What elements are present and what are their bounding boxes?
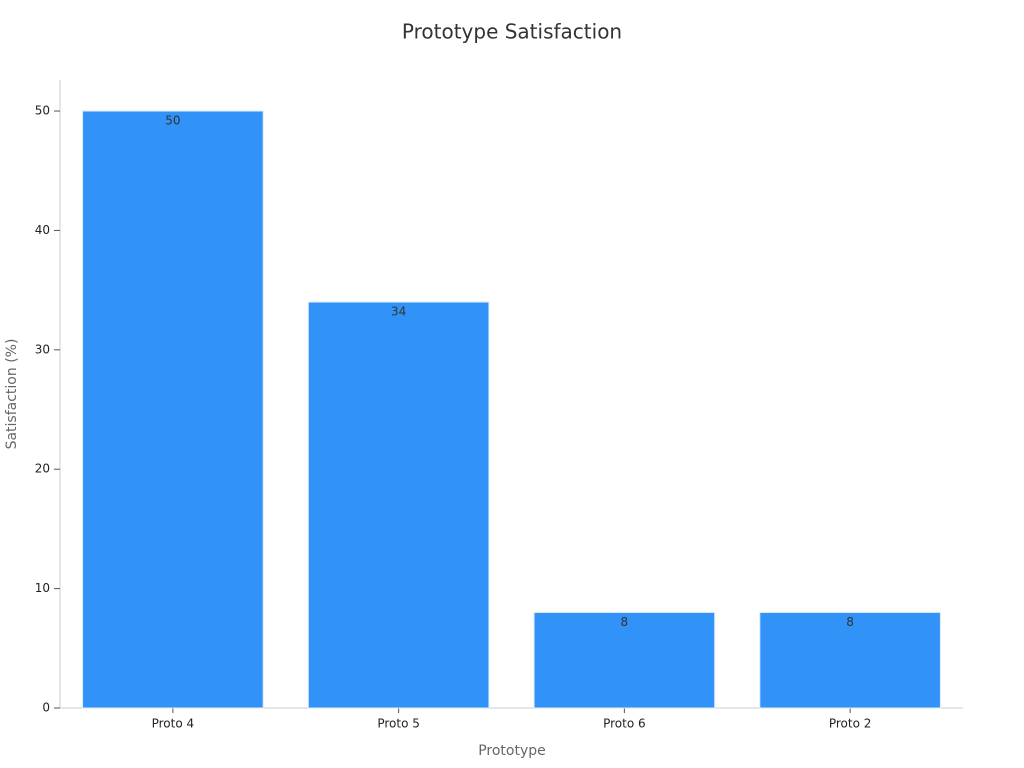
bar (533, 611, 716, 709)
x-tick-label: Proto 2 (829, 717, 872, 731)
y-tick-label: 10 (35, 581, 50, 595)
x-tick-label: Proto 4 (152, 717, 195, 731)
y-tick-label: 0 (42, 701, 50, 715)
bar (82, 110, 264, 709)
x-tick-label: Proto 6 (603, 717, 646, 731)
bar (759, 611, 941, 709)
y-tick-label: 30 (35, 342, 50, 356)
y-tick-label: 20 (35, 462, 50, 476)
chart-title: Prototype Satisfaction (402, 20, 622, 44)
y-tick-label: 40 (35, 223, 50, 237)
value-label: 50 (165, 114, 180, 128)
value-label: 34 (391, 305, 406, 319)
x-axis-label: Prototype (478, 743, 546, 759)
value-label: 8 (846, 615, 854, 629)
bar (307, 301, 490, 709)
y-tick-label: 50 (35, 104, 50, 118)
y-axis-label: Satisfaction (%) (4, 339, 20, 450)
x-tick-label: Proto 5 (377, 717, 420, 731)
value-label: 8 (621, 615, 629, 629)
